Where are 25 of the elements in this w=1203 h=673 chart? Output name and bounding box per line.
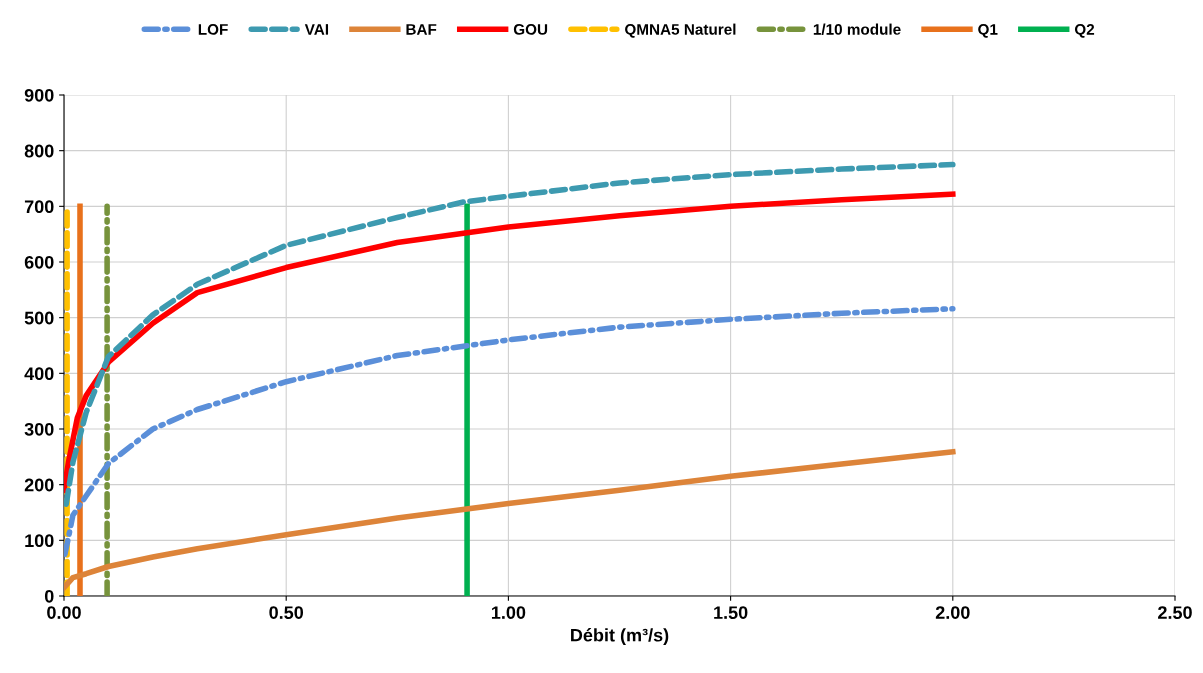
y-tick-label: 100: [25, 534, 54, 548]
legend-label: Q2: [1074, 23, 1095, 38]
legend-label: Q1: [978, 23, 998, 38]
legend-label: GOU: [513, 23, 548, 35]
y-tick-label: 700: [24, 200, 54, 214]
x-tick-label: 2.50: [1158, 606, 1192, 619]
x-axis-title: Débit (m³/s): [571, 628, 669, 646]
x-tick-label: 2.00: [935, 606, 970, 619]
y-tick-label: 300: [24, 422, 54, 436]
y-tick-label: 800: [24, 144, 54, 158]
y-tick-label: 0: [44, 589, 54, 603]
y-tick-label: 600: [24, 255, 54, 269]
legend-label: LOF: [198, 23, 228, 35]
y-tick-label: 400: [24, 367, 54, 381]
x-tick-label: 0.00: [47, 606, 81, 619]
legend-label: 1/10 module: [813, 23, 901, 35]
legend-label: BAF: [406, 24, 437, 35]
y-tick-label: 200: [24, 478, 54, 492]
legend-label: QMNA5 Naturel: [625, 23, 736, 38]
y-tick-label: 900: [24, 88, 54, 102]
y-tick-label: 500: [24, 311, 54, 325]
x-tick-label: 0.50: [269, 606, 304, 619]
x-tick-label: 1.50: [714, 606, 748, 619]
x-tick-label: 1.00: [491, 606, 526, 619]
legend-label: VAI: [304, 24, 329, 35]
